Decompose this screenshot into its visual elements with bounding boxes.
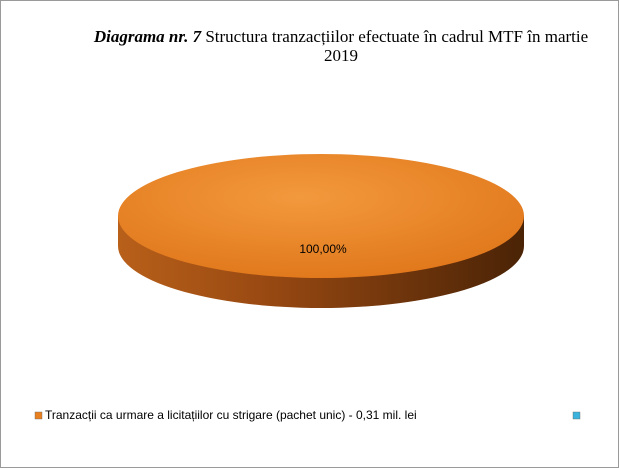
data-label: 100,00% [299, 242, 347, 256]
legend-marker [34, 411, 43, 420]
legend-label: Tranzacții ca urmare a licitațiilor cu s… [45, 408, 417, 422]
title-text: Structura tranzacțiilor efectuate în cad… [205, 27, 589, 65]
title-emphasis: Diagrama nr. 7 [93, 27, 202, 46]
pie-slice [118, 154, 524, 278]
chart-title: Diagrama nr. 7 Structura tranzacțiilor e… [81, 27, 601, 65]
legend-marker [572, 411, 581, 420]
